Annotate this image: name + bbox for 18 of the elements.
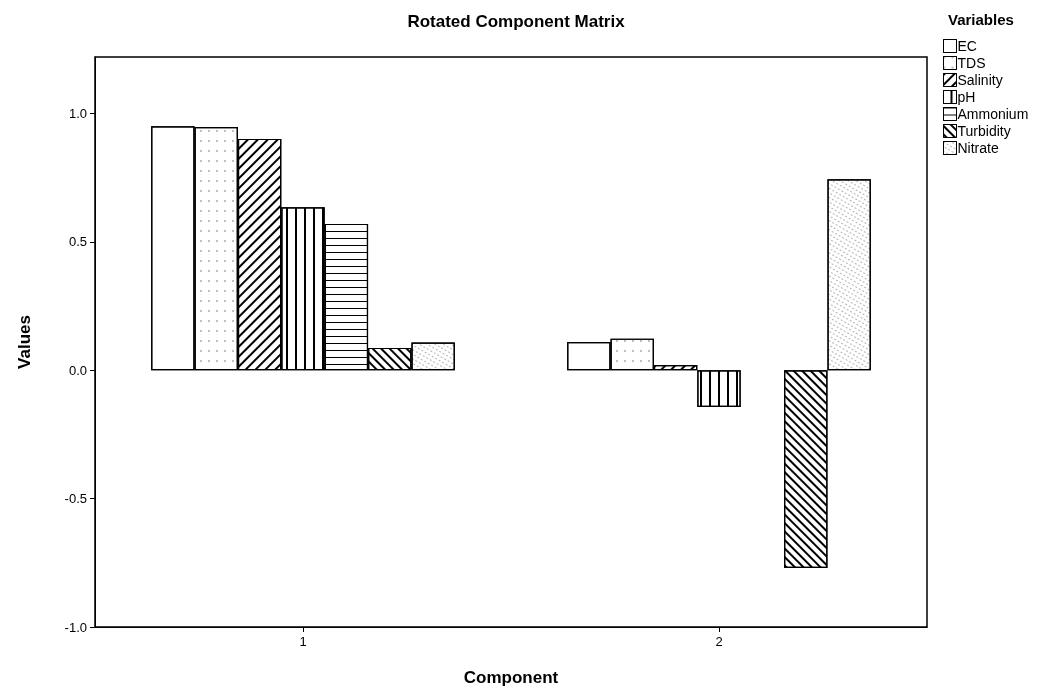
y-tick-label: 0.5	[68, 234, 87, 250]
y-tick-label: -1.0	[64, 619, 87, 635]
x-tick-label: 1	[299, 634, 307, 649]
legend-label: Salinity	[957, 72, 1003, 88]
x-axis-title: Component	[463, 668, 559, 687]
y-tick-label: -0.5	[64, 491, 87, 507]
legend-label: Turbidity	[957, 123, 1011, 139]
y-tick-label: 0.0	[68, 362, 87, 378]
legend-label: TDS	[957, 55, 986, 71]
legend-label: EC	[957, 38, 977, 54]
legend-label: Ammonium	[957, 106, 1029, 122]
chart-title: Rotated Component Matrix	[407, 12, 626, 31]
y-tick-label: 1.0	[68, 105, 87, 121]
y-axis-title: Values	[15, 315, 34, 369]
legend-title: Variables	[948, 11, 1014, 28]
legend-label: Nitrate	[957, 140, 999, 156]
legend-label: pH	[957, 89, 976, 105]
x-tick-label: 2	[715, 634, 723, 649]
